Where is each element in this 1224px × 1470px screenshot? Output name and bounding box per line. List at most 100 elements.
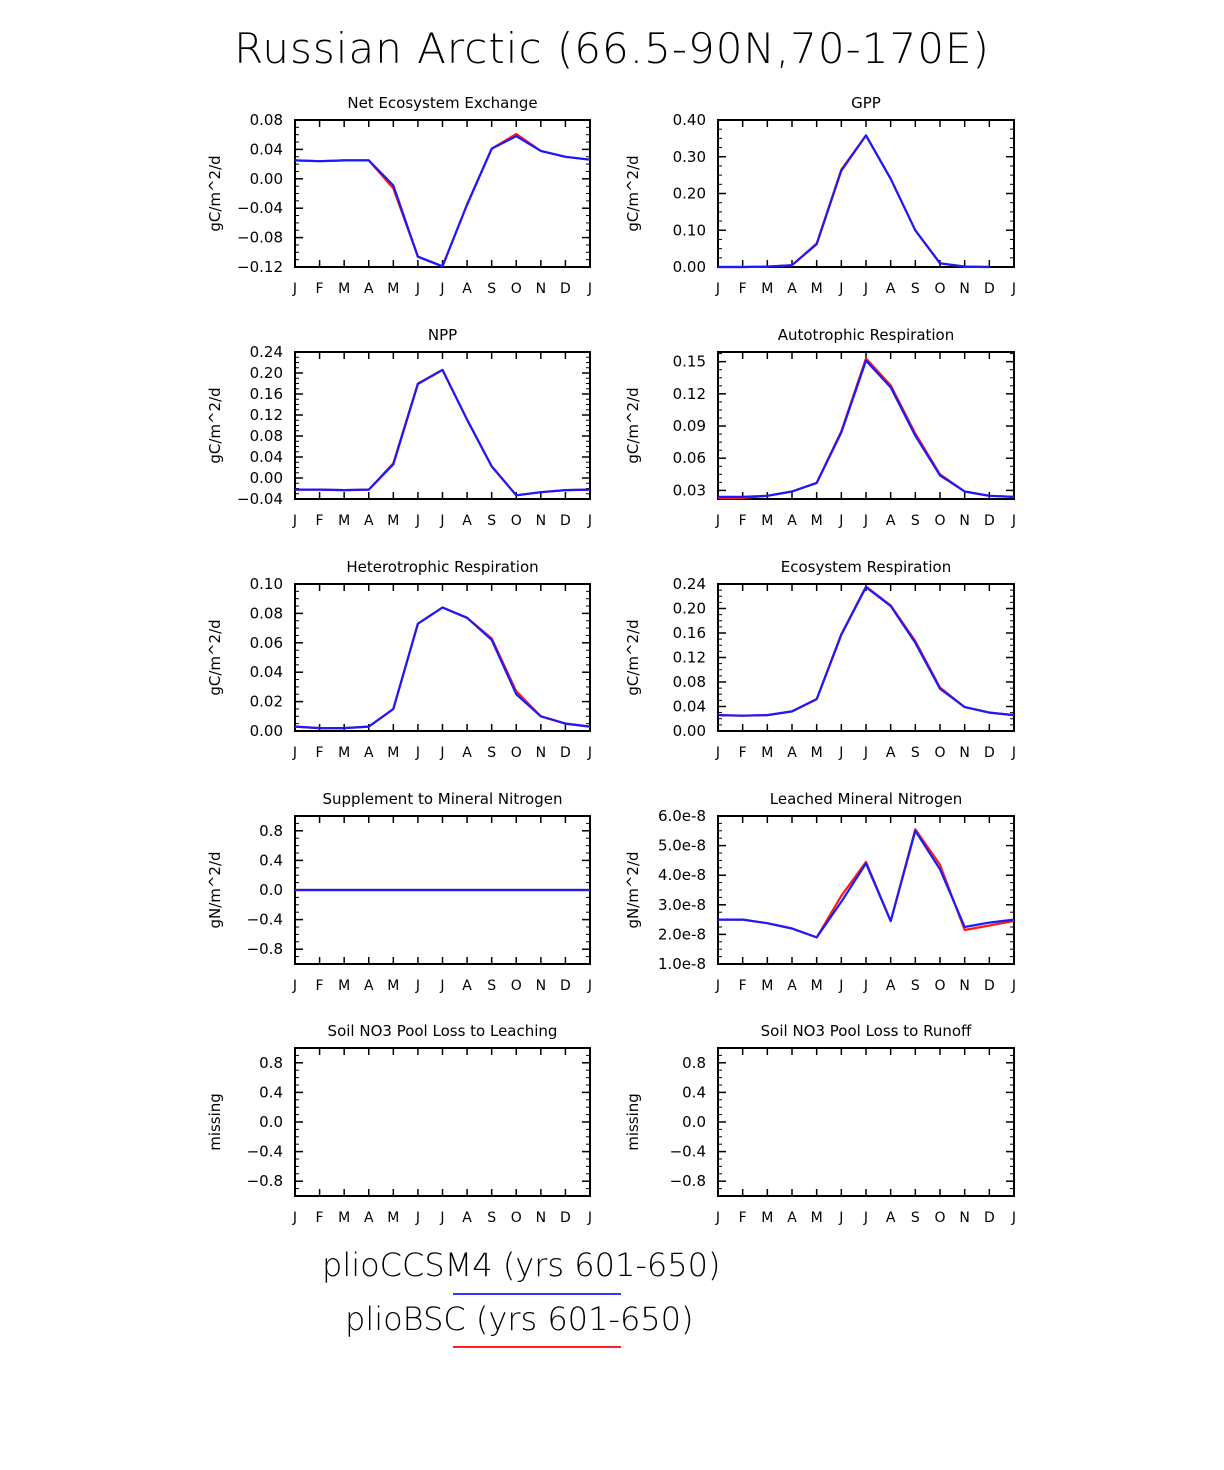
x-tick-label: F xyxy=(739,513,747,529)
x-tick-label: O xyxy=(511,978,522,994)
y-tick-label: 0.04 xyxy=(250,663,283,681)
x-tick-label: J xyxy=(838,978,843,994)
x-tick-label: S xyxy=(487,281,496,297)
series-line-plioccsm4 xyxy=(294,606,591,730)
x-tick-label: J xyxy=(587,978,592,994)
y-axis-label: gN/m^2/d xyxy=(206,851,224,928)
x-tick-label: M xyxy=(387,1210,399,1226)
x-tick-label: A xyxy=(364,978,374,994)
x-tick-label: M xyxy=(387,745,399,761)
plot-frame xyxy=(717,1047,1015,1197)
plot-frame xyxy=(294,119,591,268)
series-line-pliobsc xyxy=(294,132,591,268)
legend-line-pliocssm4 xyxy=(453,1293,621,1295)
y-tick-label: 0.08 xyxy=(250,604,283,622)
x-tick-label: J xyxy=(838,281,843,297)
y-tick-label: 2.0e-8 xyxy=(658,925,706,943)
x-tick-label: O xyxy=(934,281,945,297)
y-tick-label: 3.0e-8 xyxy=(658,896,706,914)
x-tick-label: J xyxy=(415,978,420,994)
series-line-plioccsm4 xyxy=(717,586,1015,717)
y-tick-label: 0.20 xyxy=(250,364,283,382)
y-tick-label: 0.08 xyxy=(250,111,283,129)
chart-title: Soil NO3 Pool Loss to Leaching xyxy=(328,1022,558,1040)
x-tick-label: D xyxy=(984,1210,995,1226)
y-tick-label: 0.8 xyxy=(682,1054,706,1072)
x-tick-label: A xyxy=(787,1210,797,1226)
y-tick-label: 0.24 xyxy=(673,575,706,593)
y-tick-label: 0.30 xyxy=(673,148,706,166)
x-tick-label: J xyxy=(863,513,868,529)
y-axis-label: gC/m^2/d xyxy=(624,619,642,695)
chart-title: Soil NO3 Pool Loss to Runoff xyxy=(761,1022,972,1040)
y-tick-label: 0.0 xyxy=(259,881,283,899)
y-tick-label: 0.04 xyxy=(250,140,283,158)
x-tick-label: J xyxy=(292,513,297,529)
y-axis-label: missing xyxy=(624,1093,642,1151)
x-tick-label: S xyxy=(911,513,920,529)
y-tick-label: 0.02 xyxy=(250,693,283,711)
x-tick-label: N xyxy=(536,745,546,761)
y-tick-label: 1.0e-8 xyxy=(658,955,706,973)
x-tick-label: J xyxy=(1011,281,1016,297)
y-tick-label: 0.12 xyxy=(673,649,706,667)
x-tick-label: J xyxy=(863,281,868,297)
y-tick-label: −0.4 xyxy=(247,911,283,929)
x-tick-label: S xyxy=(911,1210,920,1226)
x-tick-label: O xyxy=(934,978,945,994)
y-axis-label: gC/m^2/d xyxy=(624,155,642,231)
plot-frame xyxy=(294,351,591,500)
series-line-pliobsc xyxy=(294,606,591,730)
x-tick-label: J xyxy=(587,745,592,761)
x-tick-label: A xyxy=(364,1210,374,1226)
x-tick-label: M xyxy=(387,978,399,994)
x-tick-label: N xyxy=(959,1210,969,1226)
plot-frame xyxy=(717,119,1015,268)
x-tick-label: J xyxy=(292,745,297,761)
x-tick-label: A xyxy=(462,745,472,761)
plot-frame xyxy=(717,351,1015,500)
chart-title: Heterotrophic Respiration xyxy=(346,558,538,576)
y-tick-label: −0.4 xyxy=(670,1143,706,1161)
x-tick-label: M xyxy=(811,978,823,994)
x-tick-label: M xyxy=(338,513,350,529)
series-line-pliobsc xyxy=(295,368,591,497)
x-tick-label: M xyxy=(338,978,350,994)
x-tick-label: O xyxy=(511,513,522,529)
series-line-plioccsm4 xyxy=(295,368,591,497)
x-tick-label: J xyxy=(439,1210,444,1226)
series-line-pliobsc xyxy=(718,357,1015,499)
x-tick-label: J xyxy=(439,513,444,529)
x-tick-label: A xyxy=(787,513,797,529)
x-tick-label: S xyxy=(487,745,496,761)
x-tick-label: A xyxy=(462,978,472,994)
chart-title: Leached Mineral Nitrogen xyxy=(770,790,962,808)
y-tick-label: 0.00 xyxy=(250,722,283,740)
y-tick-label: 0.4 xyxy=(682,1083,706,1101)
chart-title: Ecosystem Respiration xyxy=(781,558,951,576)
x-tick-label: J xyxy=(415,745,420,761)
y-axis-label: gC/m^2/d xyxy=(206,387,224,463)
x-tick-label: A xyxy=(886,745,896,761)
x-tick-label: S xyxy=(911,745,920,761)
plot-frame xyxy=(294,583,591,732)
y-tick-label: −0.8 xyxy=(247,1172,283,1190)
x-tick-label: F xyxy=(739,745,747,761)
x-tick-label: M xyxy=(387,281,399,297)
x-tick-label: J xyxy=(415,281,420,297)
x-tick-label: J xyxy=(439,281,444,297)
x-tick-label: M xyxy=(338,745,350,761)
series-line-plioccsm4 xyxy=(294,135,591,268)
x-tick-label: J xyxy=(292,1210,297,1226)
x-tick-label: O xyxy=(511,1210,522,1226)
x-tick-label: A xyxy=(364,513,374,529)
x-tick-label: A xyxy=(462,281,472,297)
series-line-plioccsm4 xyxy=(718,359,1015,498)
x-tick-label: J xyxy=(715,978,720,994)
